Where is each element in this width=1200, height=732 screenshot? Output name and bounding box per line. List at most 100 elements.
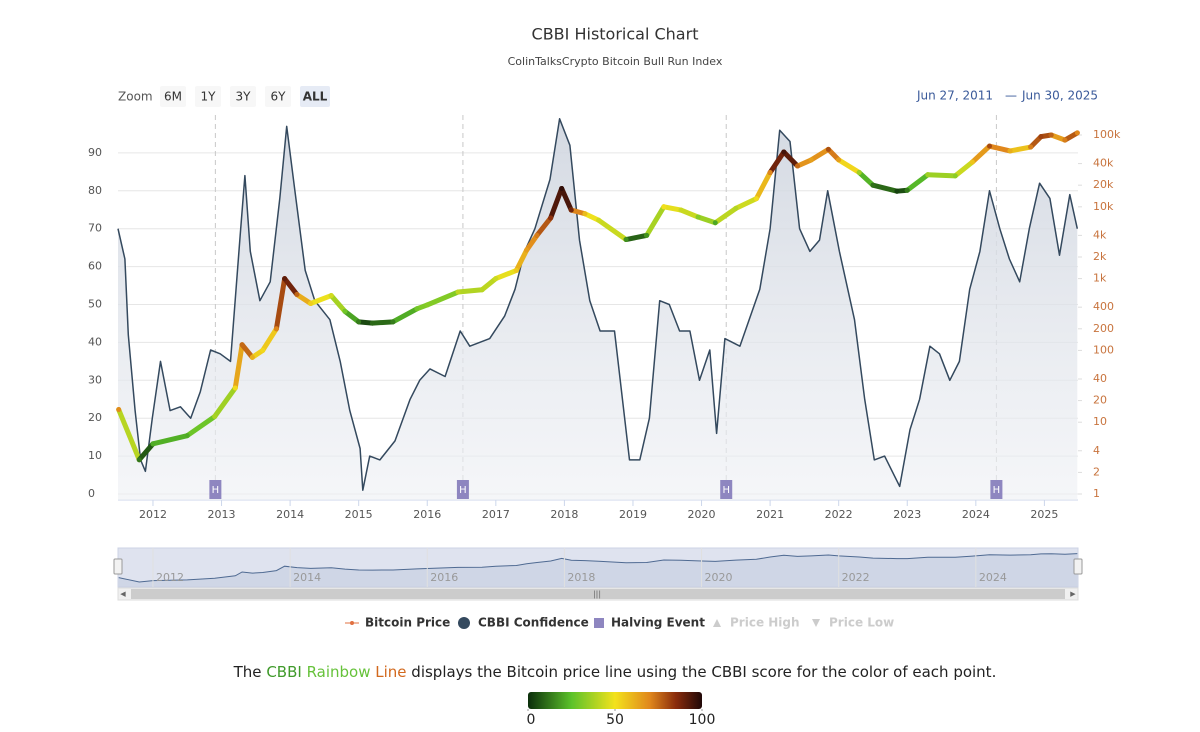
price-segment	[987, 143, 1013, 154]
price-point	[342, 308, 348, 314]
y2-tick-label: 40k	[1093, 157, 1114, 170]
price-point	[836, 157, 842, 163]
legend-item[interactable]: Price Low	[812, 616, 894, 630]
zoom-button-bg[interactable]	[230, 86, 256, 107]
price-point	[150, 441, 156, 447]
price-segment	[781, 149, 801, 169]
legend-item[interactable]: Price High	[713, 616, 800, 630]
price-segment	[136, 441, 156, 463]
price-point	[969, 159, 975, 165]
caption-part: displays the Bitcoin price line using th…	[407, 663, 997, 681]
price-point	[733, 205, 739, 211]
price-segment	[294, 292, 314, 307]
price-point	[661, 204, 667, 210]
caption-part: The	[233, 663, 267, 681]
halving-label: H	[459, 485, 467, 496]
price-point	[808, 157, 814, 163]
y-tick-label: 40	[88, 335, 102, 348]
legend-item[interactable]: Halving Event	[594, 616, 705, 630]
price-segment	[969, 143, 993, 165]
price-point	[559, 185, 565, 191]
price-point	[455, 289, 461, 295]
zoom-button[interactable]: 3Y	[230, 86, 256, 107]
zoom-button[interactable]: 6M	[160, 86, 186, 107]
legend-symbol	[350, 621, 354, 625]
price-segment	[116, 407, 142, 463]
price-segment	[524, 232, 540, 253]
y2-tick-label: 4k	[1093, 228, 1107, 241]
price-segment	[212, 385, 238, 420]
legend-symbol	[812, 619, 820, 627]
price-point	[952, 173, 958, 179]
halving-marker[interactable]	[456, 480, 469, 499]
zoom-button[interactable]: 6Y	[265, 86, 291, 107]
y-tick-label: 80	[88, 184, 102, 197]
legend-item[interactable]: CBBI Confidence	[458, 616, 589, 630]
halving-marker[interactable]	[990, 480, 1003, 499]
x-tick-label: 2019	[619, 508, 647, 521]
zoom-button-bg[interactable]	[160, 86, 186, 107]
caption-part: Rainbow	[307, 663, 376, 681]
navigator-line	[118, 553, 1078, 583]
color-scale-label: 100	[689, 712, 716, 728]
price-segment	[678, 207, 701, 220]
navigator-area	[118, 553, 1078, 587]
price-point	[239, 342, 245, 348]
price-point	[904, 187, 910, 193]
scrollbar-thumb[interactable]	[131, 589, 1065, 599]
zoom-button[interactable]: ALL	[300, 86, 330, 107]
halving-label: H	[722, 485, 730, 496]
x-tick-label: 2022	[825, 508, 853, 521]
scrollbar-grip: |||	[593, 590, 601, 599]
navigator-handle[interactable]	[113, 558, 123, 575]
zoom-button-bg[interactable]	[265, 86, 291, 107]
x-tick-label: 2018	[550, 508, 578, 521]
price-point	[1048, 132, 1054, 138]
y-tick-label: 50	[88, 298, 102, 311]
price-segment	[904, 172, 931, 193]
price-point	[1007, 148, 1013, 154]
price-segment	[582, 211, 602, 223]
price-point	[795, 163, 801, 169]
navigator-handle[interactable]	[1073, 558, 1083, 575]
navigator-label: 2022	[842, 571, 870, 584]
cbbi-line	[117, 118, 1079, 491]
price-segment	[308, 293, 334, 307]
price-segment	[644, 204, 667, 238]
price-point	[328, 293, 334, 299]
zoom-button-label: 3Y	[236, 90, 252, 104]
price-point	[582, 211, 588, 217]
x-tick-label: 2025	[1030, 508, 1058, 521]
price-point	[493, 276, 499, 282]
y2-tick-label: 40	[1093, 372, 1107, 385]
halving-marker[interactable]	[209, 480, 222, 499]
legend-symbol	[458, 617, 470, 629]
price-segment	[369, 319, 396, 326]
zoom-button[interactable]: 1Y	[195, 86, 221, 107]
price-point	[212, 414, 218, 420]
y2-tick-label: 20	[1093, 394, 1107, 407]
price-point	[534, 232, 540, 238]
legend-item[interactable]: Bitcoin Price	[345, 616, 450, 630]
navigator-label: 2020	[705, 571, 733, 584]
price-point	[695, 214, 701, 220]
price-segment	[733, 196, 759, 211]
zoom-button-bg[interactable]	[195, 86, 221, 107]
price-point	[623, 237, 629, 243]
price-segment	[856, 170, 876, 188]
price-segment	[548, 185, 565, 221]
x-tick-label: 2017	[482, 508, 510, 521]
price-point	[987, 143, 993, 149]
halving-marker[interactable]	[720, 480, 733, 499]
scroll-right[interactable]: ▶	[1070, 590, 1076, 598]
price-point	[524, 247, 530, 253]
x-tick-label: 2014	[276, 508, 304, 521]
y2-tick-label: 200	[1093, 322, 1114, 335]
legend-symbol	[594, 618, 604, 628]
y2-tick-label: 2	[1093, 465, 1100, 478]
scroll-left[interactable]: ◀	[120, 590, 126, 598]
price-point	[308, 301, 314, 307]
x-tick-label: 2023	[893, 508, 921, 521]
y-tick-label: 10	[88, 449, 102, 462]
zoom-button-bg[interactable]	[300, 86, 330, 107]
